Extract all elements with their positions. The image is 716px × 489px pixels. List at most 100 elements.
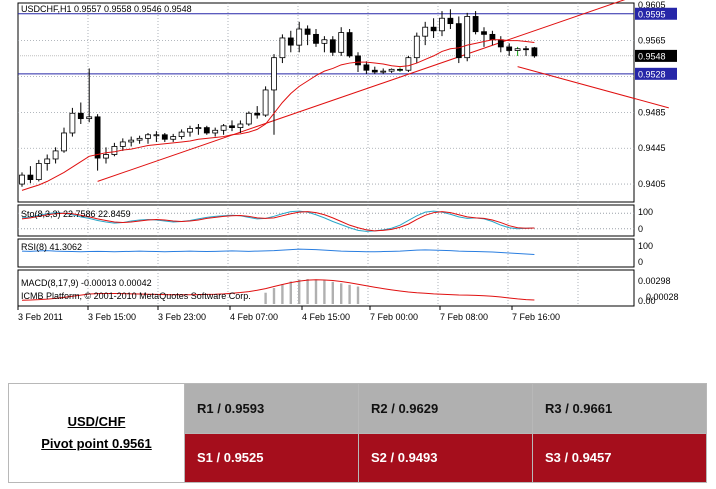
candle-body [69, 112, 76, 134]
x-tick-label: 3 Feb 23:00 [158, 312, 206, 322]
pivot-pair: USD/CHF [67, 414, 126, 429]
candle-body [455, 23, 462, 59]
candle-body [523, 48, 529, 51]
pivot-label-cell: USD/CHF Pivot point 0.9561 [8, 383, 185, 483]
macd-histogram-bar [331, 281, 334, 304]
x-tick-label: 7 Feb 16:00 [512, 312, 560, 322]
candle-body [497, 39, 504, 48]
candle-body [430, 26, 437, 32]
candle-body [203, 127, 210, 134]
macd-histogram-bar [281, 284, 284, 304]
macd-histogram-bar [348, 284, 351, 304]
candle-body [405, 57, 412, 71]
macd-histogram-bar [306, 279, 309, 304]
stochastic-tick-0: 0 [638, 224, 643, 234]
macd-histogram-bar [356, 286, 360, 304]
candle-body [355, 55, 361, 66]
price-tick-label: 0.9605 [638, 0, 666, 10]
s1-cell: S1 / 0.9525 [184, 432, 359, 483]
price-tick-label: 0.9485 [638, 107, 666, 117]
candle-body [119, 141, 126, 147]
price-tick-label: 0.9405 [638, 179, 666, 189]
candle-body [229, 125, 235, 128]
macd-histogram-bar [264, 292, 267, 304]
candle-body [287, 37, 294, 46]
current-label: 0.9548 [638, 51, 666, 61]
candle-body [212, 129, 219, 134]
candle-body [329, 39, 336, 53]
s2-cell: S2 / 0.9493 [358, 432, 533, 483]
candle-body [128, 139, 135, 143]
candle-body [514, 48, 521, 51]
rsi-panel [17, 238, 635, 268]
copyright: ICMB Platform, © 2001-2010 MetaQuotes So… [21, 291, 251, 301]
candle-body [422, 26, 429, 37]
candle-body [531, 47, 538, 57]
x-tick-label: 3 Feb 2011 [18, 312, 63, 322]
candle-body [279, 37, 286, 59]
candle-body [136, 137, 143, 141]
candle-body [111, 146, 118, 155]
x-tick-label: 4 Feb 07:00 [230, 312, 278, 322]
stochastic-tick-100: 100 [638, 207, 653, 217]
candle-body [397, 68, 403, 71]
trendline [97, 0, 626, 182]
candle-body [35, 163, 42, 180]
support-label: 0.9528 [638, 69, 666, 79]
rsi-label: RSI(8) 41.3062 [21, 242, 82, 252]
candle-body [321, 39, 328, 44]
current-label-box [635, 49, 677, 62]
candle-body [52, 150, 59, 160]
x-tick-label: 7 Feb 08:00 [440, 312, 488, 322]
macd-histogram-bar [272, 288, 276, 304]
s3-cell: S3 / 0.9457 [532, 432, 707, 483]
macd-tick-mid: 0.00028 [646, 292, 679, 302]
candle-body [44, 158, 51, 164]
chart-title: USDCHF,H1 [21, 4, 72, 14]
macd-tick-top: 0.00298 [638, 276, 671, 286]
ohlc-header: 0.9557 0.9558 0.9546 0.9548 [74, 4, 192, 14]
candle-body [178, 131, 185, 137]
candle-body [439, 17, 445, 32]
stochastic-label: Sto(8,3,3) 22.7586 22.8459 [21, 209, 131, 219]
resistance-label-box [635, 7, 677, 20]
candle-body [161, 134, 168, 140]
candle-body [187, 128, 193, 133]
candle-body [296, 28, 303, 46]
main-panel [17, 2, 635, 203]
candle-body [380, 70, 387, 73]
candle-body [388, 68, 395, 72]
pivot-table: USD/CHF Pivot point 0.9561 R1 / 0.9593 R… [8, 383, 707, 483]
moving-average-line [21, 39, 535, 191]
candle-body [61, 132, 67, 152]
candle-body [363, 64, 370, 71]
resistance-label: 0.9595 [638, 9, 666, 19]
macd-signal-line [21, 279, 535, 301]
candle-body [254, 112, 261, 116]
candle-body [170, 136, 177, 140]
pivot-point: Pivot point 0.9561 [41, 436, 152, 451]
candle-body [94, 116, 101, 159]
x-tick-label: 7 Feb 00:00 [370, 312, 418, 322]
candle-body [237, 123, 244, 128]
forex-chart: USDCHF,H1 0.9557 0.9558 0.9546 0.9548 0.… [17, 0, 679, 322]
macd-histogram-bar [340, 283, 343, 304]
rsi-line [21, 248, 535, 255]
candle-body [103, 154, 109, 159]
macd-histogram-bar [298, 279, 301, 304]
candle-body [271, 57, 277, 91]
candle-body [447, 17, 454, 25]
candle-body [245, 112, 252, 125]
candle-body [153, 134, 160, 137]
trendline [517, 66, 669, 109]
candle-body [338, 32, 345, 53]
macd-label: MACD(8,17,9) -0.00013 0.00042 [21, 278, 152, 288]
x-tick-label: 3 Feb 15:00 [88, 312, 136, 322]
macd-histogram-bar [323, 280, 326, 304]
x-tick-label: 4 Feb 15:00 [302, 312, 350, 322]
candle-body [262, 89, 269, 116]
candle-body [472, 16, 479, 33]
candle-body [346, 32, 353, 57]
candle-body [506, 46, 513, 51]
rsi-tick-100: 100 [638, 241, 653, 251]
